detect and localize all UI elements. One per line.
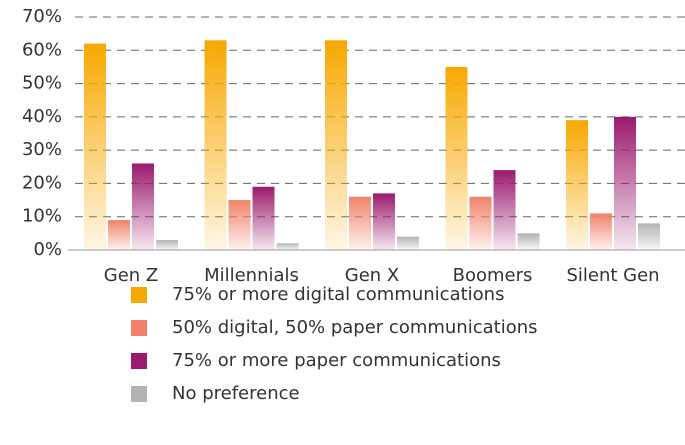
y-tick-label: 30%: [22, 139, 62, 160]
legend-label: 75% or more digital communications: [172, 284, 504, 305]
bar: [469, 196, 492, 250]
bar: [156, 240, 178, 250]
bar: [614, 116, 636, 250]
bar: [108, 220, 130, 250]
y-tick-label: 60%: [22, 39, 62, 60]
bar: [517, 233, 540, 250]
bar: [638, 223, 660, 250]
bar: [373, 193, 395, 250]
x-tick-label: Gen Z: [104, 265, 158, 286]
bar: [252, 186, 275, 250]
bar: [566, 120, 588, 250]
bar: [590, 213, 612, 250]
legend-label: No preference: [172, 383, 300, 404]
legend-swatch: [131, 287, 147, 303]
y-tick-label: 70%: [22, 6, 62, 27]
y-tick-label: 20%: [22, 172, 62, 193]
bar: [204, 40, 227, 250]
y-tick-label: 10%: [22, 206, 62, 227]
bar: [276, 243, 299, 250]
bar: [397, 236, 419, 250]
bar: [493, 170, 516, 250]
y-tick-label: 0%: [33, 239, 62, 260]
legend-label: 75% or more paper communications: [172, 350, 501, 371]
legend-swatch: [131, 353, 147, 369]
bar: [349, 196, 371, 250]
legend-swatch: [131, 386, 147, 402]
x-tick-label: Boomers: [453, 265, 533, 286]
legend-swatch: [131, 320, 147, 336]
bar: [228, 200, 251, 250]
x-tick-label: Gen X: [345, 265, 399, 286]
bar: [84, 43, 106, 250]
bar: [445, 66, 468, 250]
y-tick-label: 50%: [22, 73, 62, 94]
x-tick-label: Silent Gen: [566, 265, 659, 286]
bar: [325, 40, 347, 250]
bar: [132, 163, 154, 250]
legend-label: 50% digital, 50% paper communications: [172, 317, 538, 338]
x-tick-label: Millennials: [204, 265, 299, 286]
y-tick-label: 40%: [22, 106, 62, 127]
